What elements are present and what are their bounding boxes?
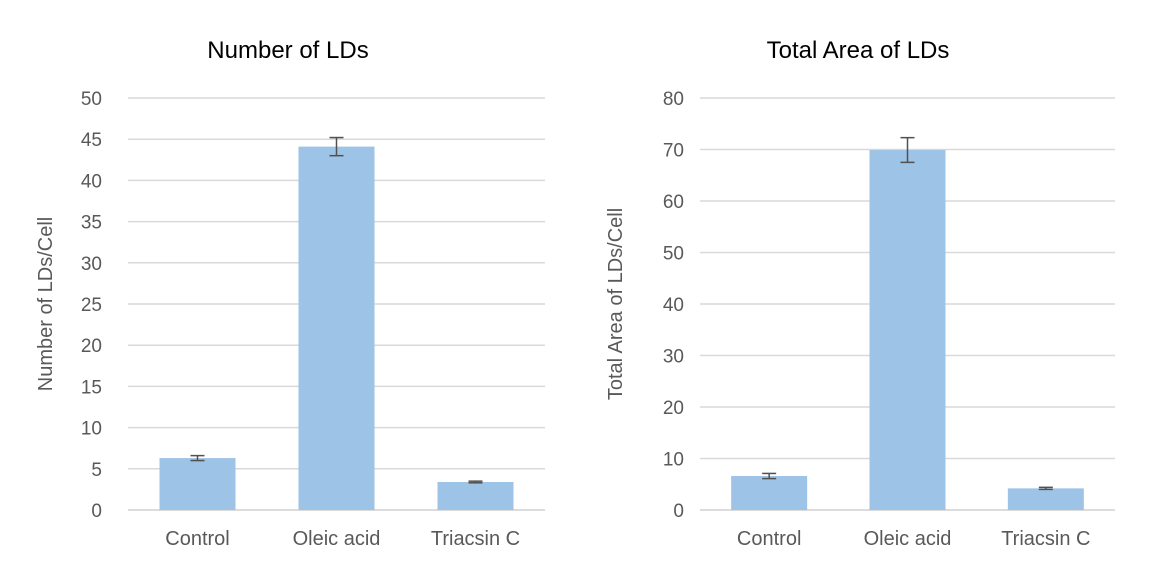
x-tick-label: Triacsin C	[431, 528, 520, 550]
y-axis-label: Number of LDs/Cell	[35, 217, 57, 392]
bar-control	[731, 476, 808, 510]
x-tick-label: Control	[165, 528, 229, 550]
y-tick-label: 25	[81, 295, 102, 316]
y-tick-label: 5	[91, 460, 102, 481]
chart-title: Number of LDs	[207, 37, 368, 64]
y-axis-label: Total Area of LDs/Cell	[605, 208, 627, 400]
y-tick-label: 30	[81, 254, 102, 275]
y-tick-label: 80	[663, 89, 684, 110]
y-tick-label: 50	[81, 89, 102, 110]
bar-oleic-acid	[869, 150, 946, 510]
y-tick-label: 0	[673, 501, 684, 522]
bar-triacsin-c	[1007, 488, 1084, 510]
y-tick-label: 10	[81, 419, 102, 440]
y-tick-label: 60	[663, 192, 684, 213]
x-tick-label: Control	[737, 528, 801, 550]
y-tick-label: 20	[81, 336, 102, 357]
y-tick-label: 0	[91, 501, 102, 522]
y-tick-label: 70	[663, 141, 684, 162]
bar-oleic-acid	[298, 146, 375, 510]
bar-triacsin-c	[437, 481, 514, 510]
y-tick-label: 30	[663, 347, 684, 368]
y-tick-label: 50	[663, 244, 684, 265]
chart-title: Total Area of LDs	[767, 37, 950, 64]
chart-panel-1: Number of LDs 0 5 10 15 20 25 30 35 40 45 50 Number …	[35, 37, 545, 550]
x-tick-label: Triacsin C	[1001, 528, 1090, 550]
y-tick-label: 45	[81, 130, 102, 151]
x-tick-label: Oleic acid	[864, 528, 952, 550]
y-tick-label: 10	[663, 450, 684, 471]
y-tick-label: 40	[81, 171, 102, 192]
y-tick-label: 40	[663, 295, 684, 316]
bar-control	[159, 458, 236, 510]
y-tick-label: 35	[81, 213, 102, 234]
y-tick-label: 20	[663, 398, 684, 419]
y-tick-label: 15	[81, 377, 102, 398]
chart-panel-2: Total Area of LDs 0 10 20 30 40 50 60 70 80 Total …	[605, 37, 1115, 550]
x-tick-label: Oleic acid	[293, 528, 381, 550]
